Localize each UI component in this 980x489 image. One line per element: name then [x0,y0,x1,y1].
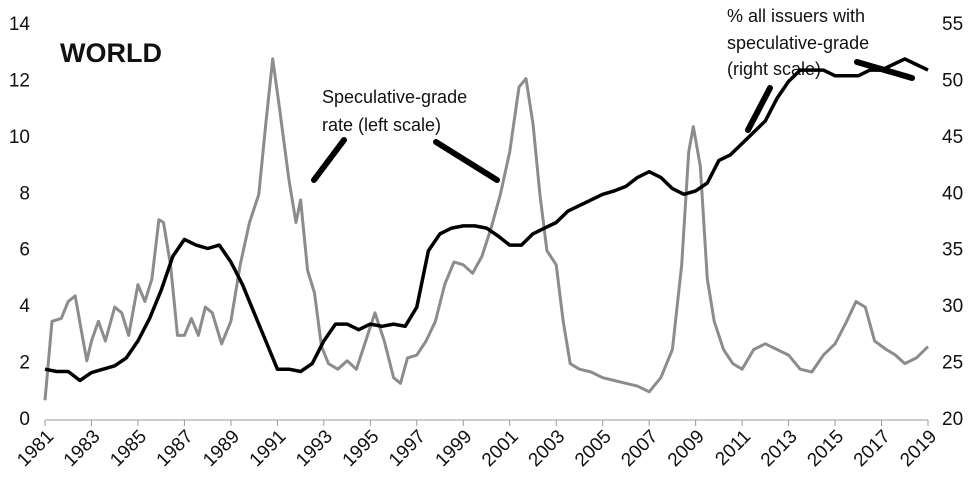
y-tick-label: 12 [9,70,30,91]
y-tick-label: 10 [9,127,30,148]
x-tick-label: 1993 [292,426,337,471]
y-tick-label: 14 [9,14,31,35]
y-tick-label: 2 [19,353,30,374]
x-tick-label: 2011 [711,426,755,470]
y2-tick-label: 35 [942,240,963,261]
x-tick-label: 1987 [153,426,198,471]
chart-title: WORLD [60,38,162,68]
x-tick-label: 1991 [246,426,291,471]
x-tick-label: 2009 [664,426,709,471]
x-tick-label: 1983 [60,426,105,471]
annotation: Speculative-grade [322,87,467,107]
pointer [433,139,500,183]
y-tick-label: 6 [19,240,30,261]
series-line [43,57,930,401]
x-tick-label: 1985 [106,426,151,471]
y-tick-label: 4 [19,296,30,317]
annotation: rate (left scale) [322,115,441,135]
x-tick-label: 2005 [571,426,616,471]
y-tick-label: 0 [19,409,30,430]
y2-tick-label: 45 [942,127,963,148]
x-tick-label: 1981 [13,426,58,471]
y-tick-label: 8 [19,183,30,204]
y2-tick-label: 40 [942,183,963,204]
x-tick-label: 1999 [432,426,477,471]
x-tick-label: 2017 [850,426,895,471]
y2-tick-label: 20 [942,409,963,430]
y2-tick-label: 55 [942,14,963,35]
x-tick-label: 1995 [339,426,384,471]
annotation: speculative-grade [727,33,869,53]
x-tick-label: 2003 [525,426,570,471]
y2-tick-label: 25 [942,353,963,374]
annotation: % all issuers with [727,6,865,26]
x-tick-label: 2019 [896,426,941,471]
x-tick-label: 2007 [617,426,662,471]
pointer [311,137,347,183]
x-tick-label: 2001 [478,426,523,471]
x-tick-label: 1989 [199,426,244,471]
y2-tick-label: 30 [942,296,963,317]
pointer [745,85,773,133]
series-line [44,57,929,383]
x-tick-label: 2015 [803,426,848,471]
x-tick-label: 2013 [757,426,802,471]
y2-tick-label: 50 [942,70,963,91]
x-tick-label: 1997 [385,426,430,471]
